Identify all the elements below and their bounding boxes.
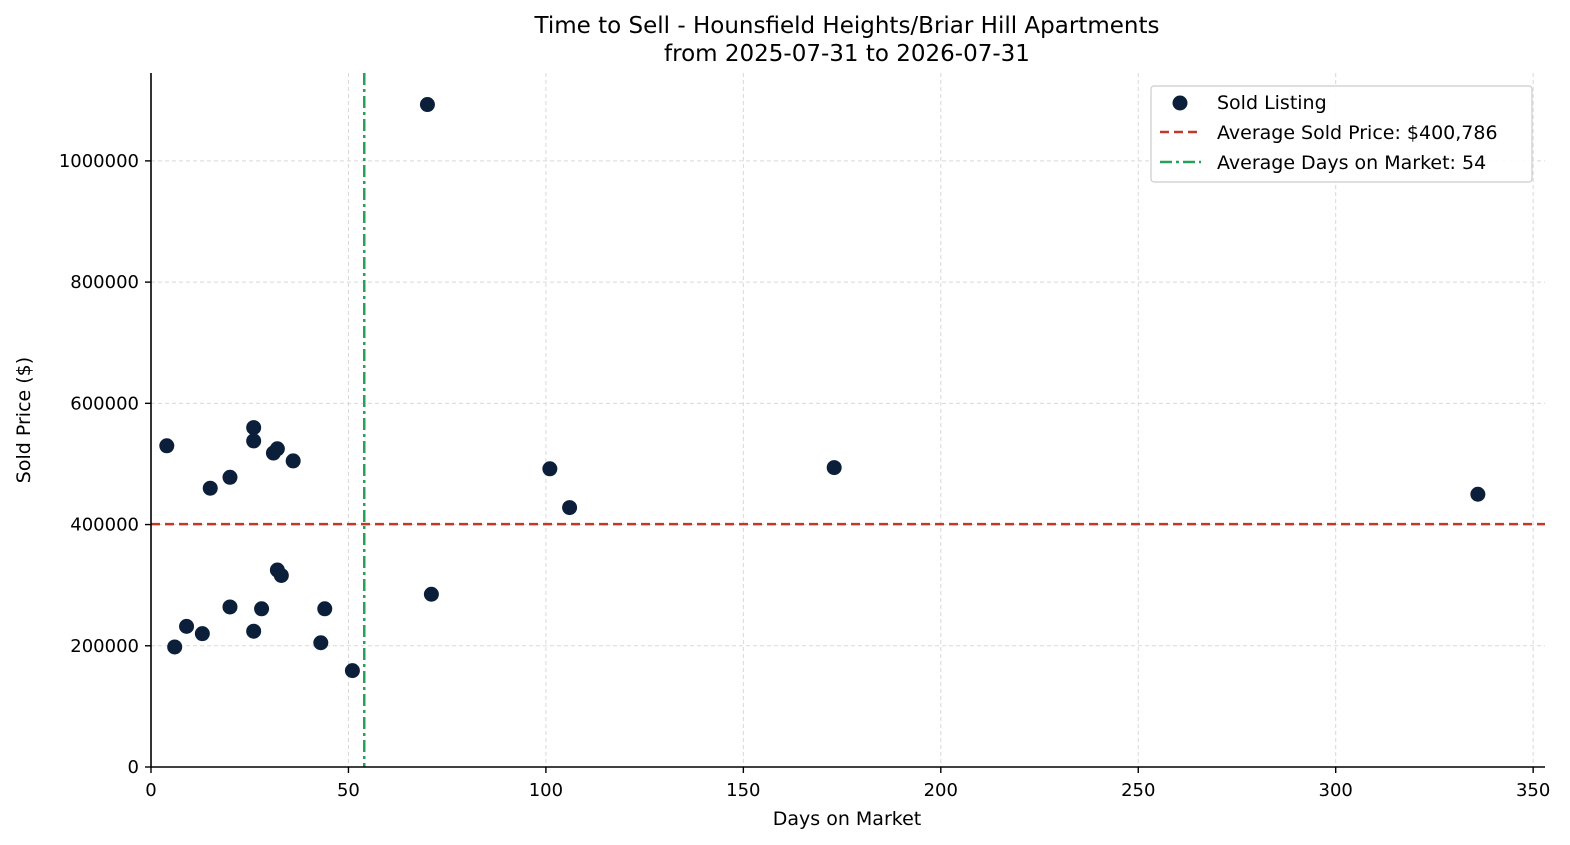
sold-listing-point bbox=[344, 663, 360, 679]
sold-listing-point bbox=[317, 601, 333, 617]
legend-label-avg-price: Average Sold Price: $400,786 bbox=[1217, 122, 1498, 144]
sold-listing-point bbox=[254, 601, 270, 617]
x-tick-label: 250 bbox=[1121, 780, 1155, 801]
legend-marker-sold-listing bbox=[1172, 95, 1188, 111]
legend-label-sold-listing: Sold Listing bbox=[1217, 92, 1327, 114]
chart-subtitle: from 2025-07-31 to 2026-07-31 bbox=[664, 41, 1030, 67]
sold-listing-point bbox=[273, 567, 289, 583]
sold-listing-point bbox=[246, 623, 262, 639]
sold-listing-point bbox=[246, 420, 262, 436]
y-tick-label: 400000 bbox=[70, 515, 139, 536]
y-tick-label: 0 bbox=[128, 757, 139, 778]
legend: Sold Listing Average Sold Price: $400,78… bbox=[1150, 85, 1533, 183]
sold-listing-point bbox=[423, 586, 439, 602]
y-tick-label: 1000000 bbox=[59, 151, 139, 172]
sold-listing-point bbox=[179, 618, 195, 634]
sold-listing-point bbox=[269, 441, 285, 457]
legend-box bbox=[1150, 85, 1533, 183]
sold-listing-point bbox=[194, 626, 210, 642]
x-tick-label: 50 bbox=[337, 780, 360, 801]
y-axis-label: Sold Price ($) bbox=[13, 357, 35, 483]
x-tick-label: 0 bbox=[145, 780, 156, 801]
sold-listing-point bbox=[826, 460, 842, 476]
x-tick-label: 100 bbox=[529, 780, 563, 801]
sold-listing-point bbox=[159, 438, 175, 454]
sold-listing-point bbox=[419, 97, 435, 113]
sold-listing-point bbox=[285, 453, 301, 469]
x-axis-label: Days on Market bbox=[773, 808, 921, 830]
x-axis-ticks: 0 50 100 150 200 250 300 350 bbox=[145, 767, 1550, 801]
x-tick-label: 300 bbox=[1319, 780, 1353, 801]
reference-lines bbox=[151, 73, 1545, 767]
legend-label-avg-days: Average Days on Market: 54 bbox=[1217, 152, 1486, 174]
sold-listing-point bbox=[542, 461, 558, 477]
sold-listing-point bbox=[222, 599, 238, 615]
x-tick-label: 150 bbox=[726, 780, 760, 801]
x-tick-label: 200 bbox=[924, 780, 958, 801]
y-axis-ticks: 0 200000 400000 600000 800000 1000000 bbox=[59, 151, 151, 778]
y-tick-label: 200000 bbox=[70, 636, 139, 657]
sold-listing-point bbox=[562, 500, 578, 516]
x-tick-label: 350 bbox=[1516, 780, 1550, 801]
y-tick-label: 600000 bbox=[70, 393, 139, 414]
sold-listing-point bbox=[1470, 486, 1486, 502]
sold-listing-point bbox=[202, 480, 218, 496]
data-points bbox=[159, 97, 1486, 679]
sold-listing-point bbox=[313, 635, 329, 651]
sold-listing-point bbox=[167, 639, 183, 655]
sold-listing-point bbox=[222, 469, 238, 485]
chart-title: Time to Sell - Hounsfield Heights/Briar … bbox=[534, 13, 1160, 39]
y-tick-label: 800000 bbox=[70, 272, 139, 293]
sold-listing-point bbox=[246, 433, 262, 449]
